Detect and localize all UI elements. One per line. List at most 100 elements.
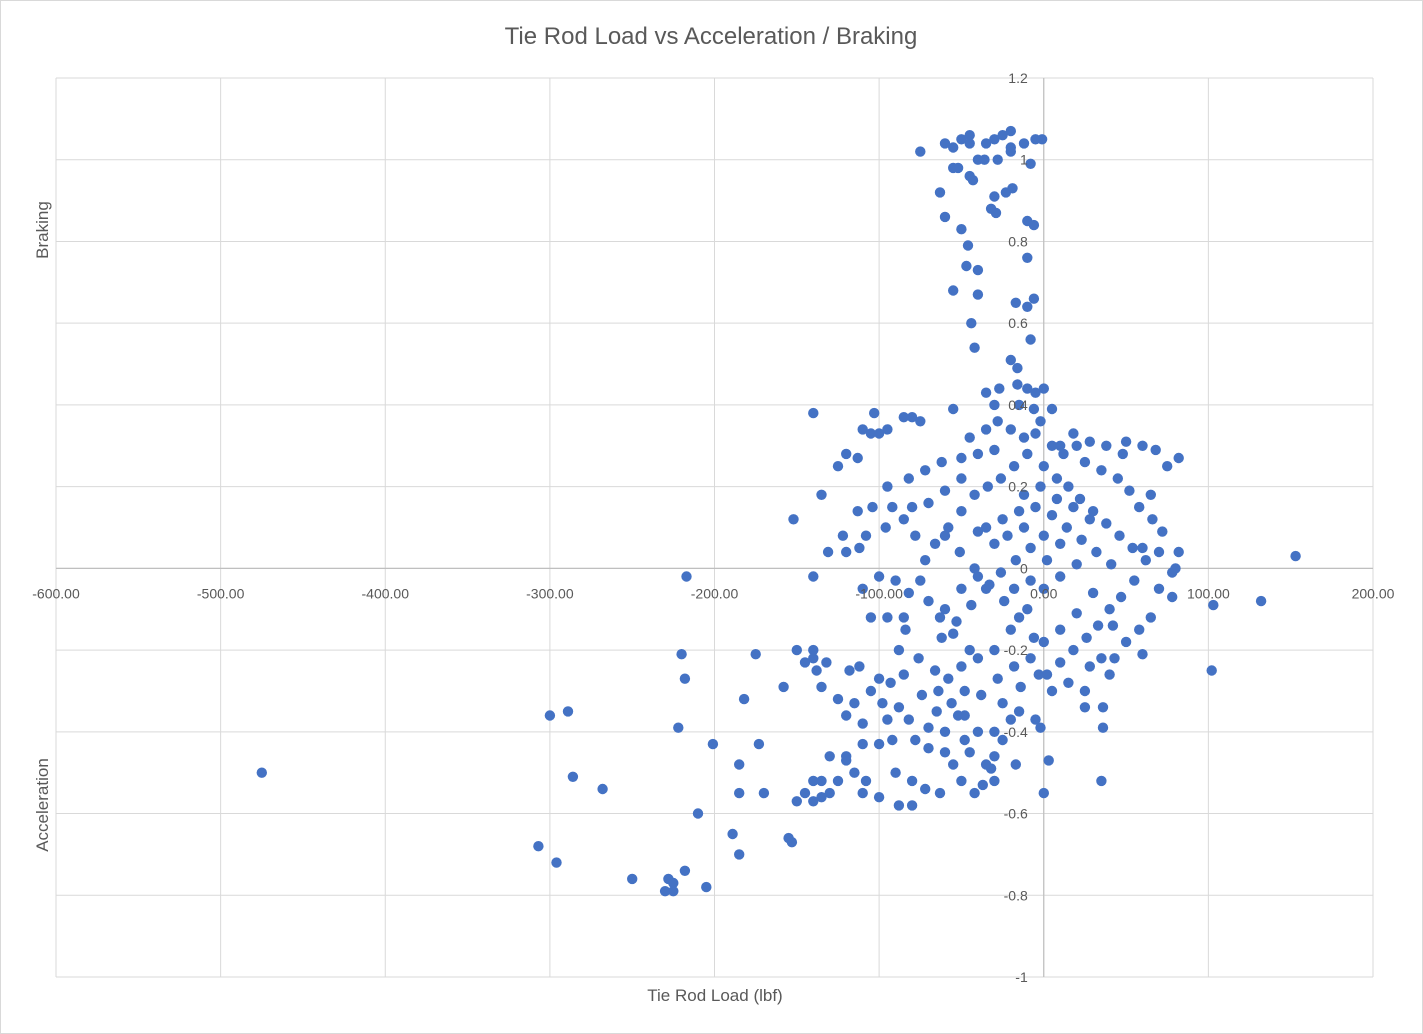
data-point xyxy=(882,612,893,623)
data-point xyxy=(1137,440,1148,451)
data-point xyxy=(923,497,934,509)
data-point xyxy=(1012,362,1023,374)
x-tick-label: 200.00 xyxy=(1352,585,1395,601)
data-point xyxy=(890,575,901,586)
data-point xyxy=(659,886,671,897)
data-point xyxy=(964,130,975,141)
data-point xyxy=(1055,538,1066,549)
data-point xyxy=(1030,714,1041,725)
data-point xyxy=(867,501,878,513)
data-point xyxy=(816,775,827,787)
data-point xyxy=(1134,624,1145,635)
data-point xyxy=(1046,685,1058,697)
data-point xyxy=(865,685,877,697)
data-point xyxy=(989,726,1000,737)
data-point xyxy=(956,473,967,484)
data-point xyxy=(992,673,1003,684)
data-point xyxy=(1041,669,1053,680)
data-point xyxy=(1074,493,1086,505)
data-point xyxy=(808,407,819,419)
data-point xyxy=(964,747,975,758)
data-point xyxy=(887,501,898,513)
data-point xyxy=(1104,604,1115,615)
data-point xyxy=(1030,387,1041,398)
data-point xyxy=(701,881,712,893)
data-point xyxy=(1033,669,1045,680)
data-point xyxy=(1150,444,1161,456)
data-point xyxy=(1162,461,1173,472)
data-point xyxy=(948,628,959,639)
data-point xyxy=(1005,714,1016,725)
data-point xyxy=(900,624,911,635)
data-point xyxy=(880,522,891,533)
data-point xyxy=(929,538,941,549)
data-point xyxy=(952,710,964,721)
data-point xyxy=(906,775,918,787)
data-point xyxy=(893,800,905,811)
x-tick-label: 100.00 xyxy=(1187,585,1230,601)
data-point xyxy=(977,779,988,791)
data-point xyxy=(969,489,980,500)
data-point xyxy=(923,595,934,607)
data-point xyxy=(1025,158,1036,169)
data-point xyxy=(1022,383,1033,394)
data-point xyxy=(980,583,992,594)
data-point xyxy=(551,857,562,868)
data-point xyxy=(989,399,1000,411)
data-point xyxy=(951,616,962,627)
data-point xyxy=(844,665,855,676)
data-point xyxy=(910,530,921,541)
data-point xyxy=(1071,559,1082,570)
data-point xyxy=(1167,591,1178,603)
y-axis-title-braking: Braking xyxy=(33,201,52,259)
data-point xyxy=(1058,448,1069,460)
data-point xyxy=(1022,604,1033,615)
data-point xyxy=(1096,775,1107,787)
data-point xyxy=(890,767,901,778)
data-points xyxy=(256,125,1301,897)
data-point xyxy=(898,514,909,525)
y-tick-label: -0.4 xyxy=(1004,724,1028,740)
data-point xyxy=(956,661,967,672)
data-point xyxy=(898,669,909,680)
data-point xyxy=(816,489,827,500)
y-tick-label: 1.2 xyxy=(1008,70,1028,86)
data-point xyxy=(1068,428,1079,439)
data-point xyxy=(1079,702,1091,713)
data-point xyxy=(1106,559,1117,570)
data-point xyxy=(939,747,951,758)
data-point xyxy=(1107,620,1119,631)
data-point xyxy=(1084,436,1096,447)
data-point xyxy=(962,240,974,251)
data-point xyxy=(882,481,893,492)
data-point xyxy=(1081,632,1092,643)
data-point xyxy=(939,726,951,737)
data-point xyxy=(668,877,679,889)
data-point xyxy=(1117,448,1129,460)
y-tick-label: -1 xyxy=(1015,969,1028,985)
data-point xyxy=(1008,583,1020,594)
data-point xyxy=(1038,636,1050,648)
data-point xyxy=(1010,555,1021,566)
data-point xyxy=(885,677,896,688)
data-point xyxy=(956,506,967,517)
data-point xyxy=(734,849,745,860)
data-point xyxy=(1022,252,1033,263)
data-point xyxy=(681,571,692,582)
data-point xyxy=(956,134,967,145)
data-point xyxy=(1043,755,1054,766)
data-point xyxy=(969,787,980,799)
data-point xyxy=(544,710,556,721)
data-point xyxy=(734,759,745,770)
data-point xyxy=(982,481,993,492)
data-point xyxy=(934,187,946,198)
data-point xyxy=(979,154,990,165)
data-point xyxy=(910,734,921,746)
data-point xyxy=(1137,649,1148,660)
data-point xyxy=(966,599,977,611)
data-point xyxy=(1068,644,1079,656)
data-point xyxy=(852,506,863,517)
data-point xyxy=(1051,473,1063,484)
data-point xyxy=(934,612,946,623)
data-point xyxy=(954,546,965,558)
